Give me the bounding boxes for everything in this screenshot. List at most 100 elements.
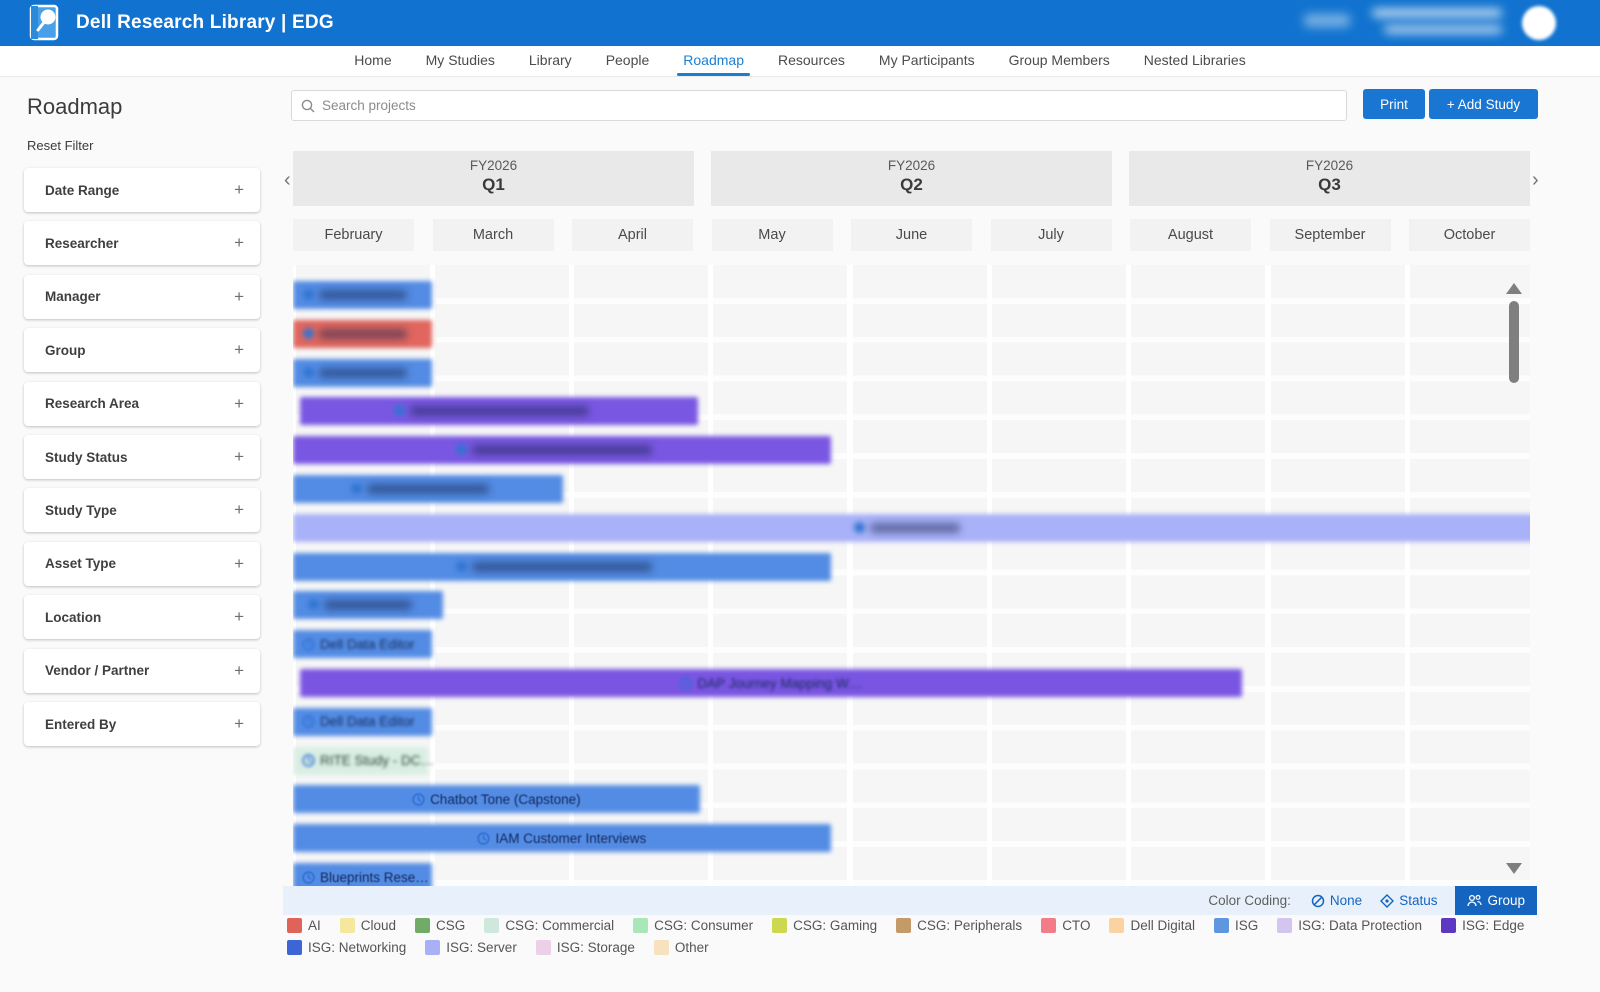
reset-filter-link[interactable]: Reset Filter xyxy=(27,138,94,153)
nav-tab-library[interactable]: Library xyxy=(528,52,572,68)
gantt-bar-label: Dell Data Editor xyxy=(293,708,432,736)
color-coding-option-status[interactable]: Status xyxy=(1380,886,1437,915)
filter-card-study-status[interactable]: Study Status + xyxy=(24,435,260,479)
gantt-bar-row-15[interactable]: IAM Customer Interviews xyxy=(293,824,831,853)
gantt-bar-row-11[interactable]: DAP Journey Mapping W… xyxy=(299,669,1242,697)
study-status-icon xyxy=(308,599,320,611)
user-role-redacted xyxy=(1384,26,1502,33)
gantt-bar-label: Dell Data Editor xyxy=(293,630,432,658)
expand-plus-icon[interactable]: + xyxy=(234,714,244,733)
gantt-bar-fill xyxy=(293,785,700,814)
scrollbar-down-arrow[interactable] xyxy=(1506,863,1522,874)
expand-plus-icon[interactable]: + xyxy=(234,340,244,360)
filter-card-researcher[interactable]: Researcher + xyxy=(24,221,260,266)
legend-swatch xyxy=(653,940,669,955)
expand-plus-icon[interactable]: + xyxy=(234,286,244,306)
legend-item: Cloud xyxy=(339,918,396,933)
month-header-october: October xyxy=(1409,219,1530,251)
gantt-chart: Dell Data Editor DAP Journey Mapping W… De… xyxy=(293,265,1530,886)
gantt-bar-row-8[interactable] xyxy=(293,552,831,581)
expand-plus-icon[interactable]: + xyxy=(234,447,244,466)
legend-swatch xyxy=(484,918,500,933)
user-name-redacted xyxy=(1372,9,1502,17)
gantt-bar-row-4[interactable] xyxy=(299,397,699,426)
filter-card-asset-type[interactable]: Asset Type + xyxy=(24,541,260,586)
filter-card-entered-by[interactable]: Entered By + xyxy=(24,702,260,746)
search-input[interactable] xyxy=(322,98,1346,113)
study-status-icon xyxy=(302,715,315,728)
expand-plus-icon[interactable]: + xyxy=(234,233,244,253)
group-icon xyxy=(1467,894,1483,907)
legend-item: ISG xyxy=(1213,918,1258,933)
filter-card-vendor-partner[interactable]: Vendor / Partner + xyxy=(24,648,260,693)
expand-plus-icon[interactable]: + xyxy=(234,500,244,520)
nav-tab-group-members[interactable]: Group Members xyxy=(1008,52,1110,68)
nav-tab-nested-libraries[interactable]: Nested Libraries xyxy=(1143,52,1246,68)
gantt-bar-row-9[interactable] xyxy=(293,591,444,620)
legend-item: ISG: Server xyxy=(425,940,517,955)
nav-tab-my-studies[interactable]: My Studies xyxy=(425,52,495,68)
nav-tab-resources[interactable]: Resources xyxy=(777,52,845,68)
filter-card-date-range[interactable]: Date Range + xyxy=(24,168,260,212)
legend-item: CTO xyxy=(1041,918,1090,933)
quarter-header: FY2026 Q2 xyxy=(711,151,1112,206)
legend-swatch xyxy=(1277,918,1293,933)
color-coding-option-group[interactable]: Group xyxy=(1455,886,1537,915)
group-color-legend: AI Cloud CSG CSG: Commercial CSG: Consumer CS… xyxy=(287,918,1540,955)
app-title: Dell Research Library | EDG xyxy=(76,12,334,33)
user-avatar[interactable] xyxy=(1522,6,1556,40)
filter-label: Asset Type xyxy=(45,556,117,572)
gantt-bar-row-6[interactable] xyxy=(293,475,564,503)
nav-tab-roadmap[interactable]: Roadmap xyxy=(677,52,750,76)
legend-swatch xyxy=(415,918,431,933)
study-status-icon xyxy=(302,637,315,651)
study-status-icon xyxy=(477,831,491,845)
nav-tab-my-participants[interactable]: My Participants xyxy=(878,52,975,68)
redacted-bar-text xyxy=(318,367,407,378)
study-status-icon xyxy=(351,483,363,494)
expand-plus-icon[interactable]: + xyxy=(234,607,244,627)
gantt-bar-fill xyxy=(293,707,433,736)
app-logo-icon xyxy=(29,4,59,41)
timeline-next-button[interactable]: › xyxy=(1532,169,1539,191)
timeline-prev-button[interactable]: ‹ xyxy=(284,169,291,191)
nav-tab-home[interactable]: Home xyxy=(354,52,392,68)
print-button[interactable]: Print xyxy=(1363,89,1425,119)
expand-plus-icon[interactable]: + xyxy=(234,660,244,680)
gantt-bar-row-12[interactable]: Dell Data Editor xyxy=(293,707,433,736)
scrollbar-thumb[interactable] xyxy=(1509,301,1519,383)
gantt-bar-row-2[interactable] xyxy=(293,319,433,348)
filter-label: Study Type xyxy=(45,502,117,518)
gantt-bar-row-13[interactable]: RITE Study - DC… xyxy=(293,746,434,775)
filter-label: Manager xyxy=(45,289,101,305)
gantt-bar-fill xyxy=(299,669,1242,697)
expand-plus-icon[interactable]: + xyxy=(234,553,244,573)
filter-card-study-type[interactable]: Study Type + xyxy=(24,488,260,533)
gantt-bar-row-7[interactable] xyxy=(293,513,1530,542)
nav-tab-people[interactable]: People xyxy=(605,52,650,68)
legend-swatch xyxy=(1041,918,1057,933)
expand-plus-icon[interactable]: + xyxy=(234,393,244,413)
gantt-bar-row-14[interactable]: Chatbot Tone (Capstone) xyxy=(293,785,700,814)
filter-card-location[interactable]: Location + xyxy=(24,595,260,640)
gantt-bar-label: Chatbot Tone (Capstone) xyxy=(293,785,700,813)
legend-swatch xyxy=(896,918,912,933)
gantt-bar-row-16[interactable]: Blueprints Rese… xyxy=(293,863,433,886)
scrollbar-up-arrow[interactable] xyxy=(1506,283,1522,294)
expand-plus-icon[interactable]: + xyxy=(234,180,244,199)
color-coding-option-none[interactable]: None xyxy=(1311,886,1362,915)
filter-card-research-area[interactable]: Research Area + xyxy=(24,381,260,426)
gantt-bar-row-5[interactable] xyxy=(293,436,831,465)
filter-card-group[interactable]: Group + xyxy=(24,328,260,373)
quarter-header-row: FY2026 Q1 FY2026 Q2 FY2026 Q3 xyxy=(293,151,1530,206)
gantt-bar-row-1[interactable] xyxy=(293,281,433,309)
month-header-july: July xyxy=(990,219,1112,251)
study-status-icon xyxy=(302,289,314,300)
gantt-bar-row-3[interactable] xyxy=(293,358,433,387)
add-study-button[interactable]: + Add Study xyxy=(1429,89,1538,119)
filter-card-manager[interactable]: Manager + xyxy=(24,274,260,319)
gantt-bar-row-10[interactable]: Dell Data Editor xyxy=(293,630,433,659)
filter-sidebar: Roadmap Reset Filter Date Range + Research… xyxy=(0,77,283,992)
legend-swatch xyxy=(339,918,355,933)
legend-swatch xyxy=(772,918,788,933)
